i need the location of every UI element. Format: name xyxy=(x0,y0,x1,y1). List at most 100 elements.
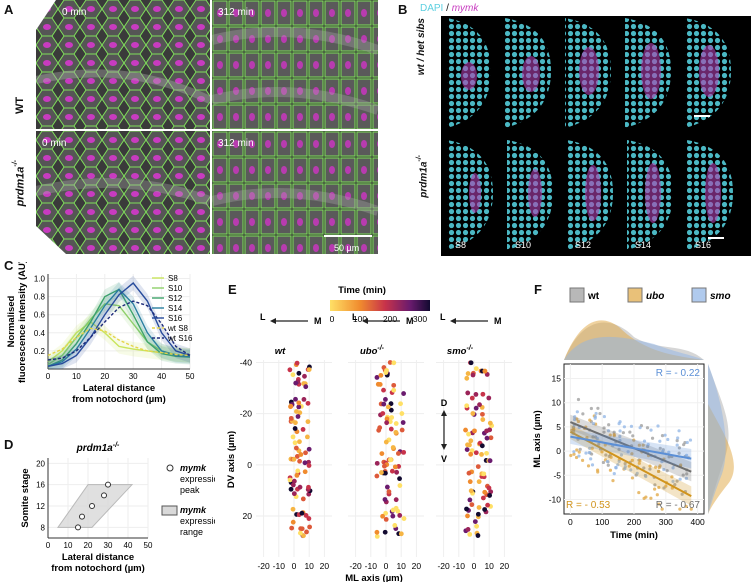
timestamp-312min-prdm: 312 min xyxy=(218,138,254,149)
y-tick-label: 0 xyxy=(556,446,561,456)
data-point xyxy=(397,513,403,518)
data-point xyxy=(287,477,293,483)
chart-d: prdm1a-/- 0 10 20 30 40 50 8 12 16 20 Lateral dista… xyxy=(20,442,215,574)
data-point xyxy=(381,401,387,407)
data-point xyxy=(468,451,474,457)
data-point-smo xyxy=(577,454,581,458)
data-point-ubo xyxy=(627,464,631,468)
data-point xyxy=(472,519,478,525)
data-point-wt xyxy=(642,466,646,470)
data-point-ubo xyxy=(657,502,661,506)
data-point xyxy=(482,368,488,374)
data-point xyxy=(481,471,487,477)
data-point xyxy=(480,495,486,501)
data-point xyxy=(468,360,474,366)
data-point xyxy=(389,415,395,420)
data-point xyxy=(479,443,485,449)
data-point xyxy=(487,458,493,464)
data-point-smo xyxy=(658,439,662,443)
data-point-smo xyxy=(646,442,650,447)
data-point-wt xyxy=(675,439,679,443)
data-point xyxy=(290,372,296,378)
y-tick-label: 1.0 xyxy=(34,275,46,284)
data-point xyxy=(395,451,401,456)
data-point xyxy=(287,367,293,373)
data-point-wt xyxy=(673,482,677,487)
data-point-wt xyxy=(597,442,601,446)
stage-label: S10 xyxy=(515,240,531,250)
data-point xyxy=(294,409,299,414)
data-point xyxy=(383,516,389,522)
y-tick-label: 0.6 xyxy=(34,311,46,320)
y-tick-label: -20 xyxy=(240,409,253,419)
y-tick-label: 0.4 xyxy=(34,329,46,338)
data-point-ubo xyxy=(572,427,576,432)
arrow-m: M xyxy=(314,316,322,326)
legend-swatch xyxy=(691,287,707,303)
data-point xyxy=(384,416,390,422)
data-point xyxy=(302,373,307,379)
data-point xyxy=(397,483,403,488)
data-point-smo xyxy=(587,451,591,455)
data-point-smo xyxy=(592,421,596,426)
legend-range-label: expression xyxy=(180,516,215,526)
data-point xyxy=(393,429,399,435)
x-tick-label: 20 xyxy=(500,561,510,571)
data-point-smo xyxy=(617,459,621,464)
data-point xyxy=(472,428,477,434)
x-tick-label: 0 xyxy=(46,541,51,550)
data-point xyxy=(390,445,396,450)
x-tick-label: 0 xyxy=(384,561,389,571)
data-point xyxy=(388,457,393,463)
arrow-head xyxy=(270,318,276,324)
chart-title: prdm1a-/- xyxy=(76,442,120,454)
x-tick-label: 20 xyxy=(320,561,330,571)
data-point xyxy=(473,366,479,372)
data-point-ubo xyxy=(588,418,592,422)
data-point-smo xyxy=(671,466,675,470)
data-point-smo xyxy=(629,468,633,472)
data-point xyxy=(295,468,301,474)
data-point xyxy=(467,531,473,537)
data-point xyxy=(463,427,468,433)
data-point xyxy=(388,401,394,407)
data-point-smo xyxy=(638,426,642,430)
legend-label: S14 xyxy=(168,304,183,313)
x-tick-label: 0 xyxy=(568,517,573,527)
x-tick-label: -10 xyxy=(273,561,286,571)
data-point-ubo xyxy=(637,443,641,447)
data-point xyxy=(304,434,310,440)
x-tick-label: 20 xyxy=(100,372,109,381)
data-point xyxy=(476,505,482,510)
data-point xyxy=(479,452,484,457)
data-point xyxy=(484,450,489,456)
data-point-ubo xyxy=(603,443,607,447)
y-tick-label: -40 xyxy=(240,357,253,367)
data-point xyxy=(401,449,407,455)
data-point-ubo xyxy=(649,496,653,500)
x-tick-label: 10 xyxy=(304,561,314,571)
row-label-wt-het: wt / het sibs xyxy=(416,18,427,76)
x-tick-label: 40 xyxy=(124,541,133,550)
data-point xyxy=(398,531,404,537)
data-point-ubo xyxy=(630,458,634,462)
facet-title: ubo-/- xyxy=(360,345,385,357)
x-tick-label: -20 xyxy=(437,561,450,571)
facet-title: wt xyxy=(275,346,286,357)
peak-point xyxy=(79,513,85,520)
data-point-ubo xyxy=(577,450,581,454)
data-point xyxy=(302,469,308,475)
row-label-wt: WT xyxy=(14,96,26,114)
r-smo: R = - 0.22 xyxy=(656,368,701,379)
data-point-ubo xyxy=(575,448,579,452)
data-point-smo xyxy=(667,450,671,454)
fit-line-ubo xyxy=(569,430,692,497)
data-point xyxy=(306,446,312,452)
data-point-wt xyxy=(607,423,611,427)
data-point xyxy=(464,375,470,381)
data-point-ubo xyxy=(689,507,693,511)
data-point xyxy=(469,395,475,401)
data-point xyxy=(465,371,471,376)
data-point-smo xyxy=(684,476,689,480)
data-point-ubo xyxy=(684,504,688,508)
